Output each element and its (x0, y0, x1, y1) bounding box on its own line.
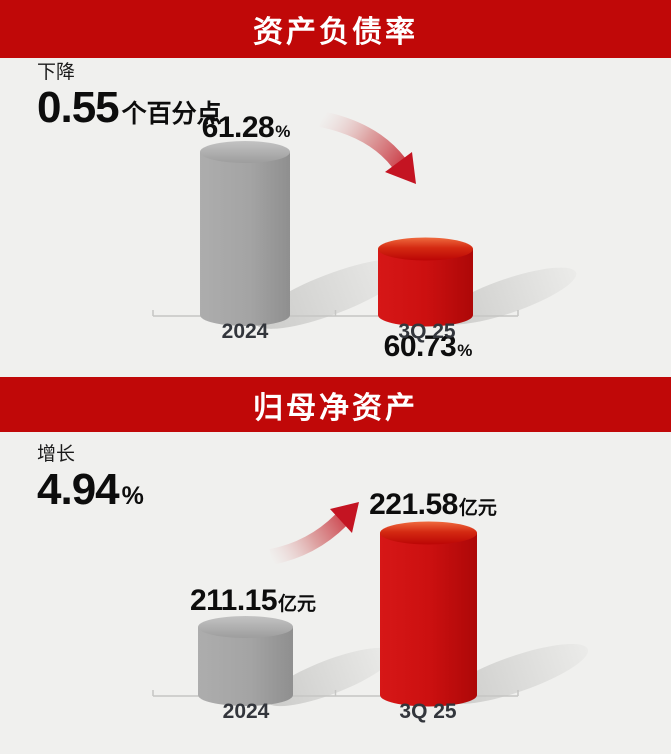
panel2-chart (152, 502, 589, 707)
panel2-change-suffix: % (121, 482, 144, 510)
panel2-value-2024: 211.15亿元 (168, 584, 338, 618)
panel2-bar-3q25 (380, 521, 477, 707)
panel2-change-row: 4.94 % (37, 467, 144, 513)
panel1-change-row: 0.55 个百分点 (37, 85, 222, 131)
panel1-value-3q25-number: 60.73 (383, 330, 457, 363)
panel1-title: 资产负债率 (253, 16, 418, 49)
panel1-value-2024-number: 61.28 (201, 111, 275, 144)
panel1-change-suffix: 个百分点 (121, 100, 222, 128)
decline-arrow-icon (319, 111, 416, 184)
panel2-change-value: 4.94 (37, 465, 120, 514)
panel1-value-3q25: 60.73% (370, 330, 486, 364)
panel2-change-annotation: 增长 4.94 % (37, 443, 144, 513)
panel1-value-3q25-unit: % (457, 341, 473, 360)
panel1-header: 资产负债率 (0, 0, 671, 58)
panel2-shadows (266, 643, 589, 707)
panel2-value-2024-unit: 亿元 (278, 594, 317, 615)
panel2-change-direction: 增长 (37, 444, 76, 465)
panel1-value-2024: 61.28% (190, 111, 302, 145)
panel1-bar-3q25 (378, 237, 473, 327)
panel1-change-direction: 下降 (37, 62, 76, 83)
panel1-category-3q25: 3Q 25 (398, 320, 456, 343)
panel2-category-3q25: 3Q 25 (399, 700, 457, 723)
panel1-shadows (255, 259, 577, 329)
panel1-value-2024-unit: % (275, 122, 291, 141)
panel2-value-3q25: 221.58亿元 (348, 488, 518, 522)
panel2-header: 归母净资产 (0, 377, 671, 432)
growth-arrow-icon (269, 502, 359, 565)
panel1-category-2024: 2024 (221, 320, 269, 343)
panel1-change-annotation: 下降 0.55 个百分点 (37, 61, 222, 131)
panel2-category-2024: 2024 (222, 700, 270, 723)
panel2-title: 归母净资产 (253, 391, 418, 425)
panel2-value-3q25-unit: 亿元 (458, 498, 497, 519)
panel2-value-3q25-number: 221.58 (369, 488, 458, 521)
panel1-change-value: 0.55 (37, 83, 120, 132)
panel2-bar-2024 (198, 616, 293, 706)
panel1-chart (152, 111, 577, 329)
panel2-value-2024-number: 211.15 (189, 584, 278, 617)
panel1-bar-2024 (200, 141, 290, 326)
